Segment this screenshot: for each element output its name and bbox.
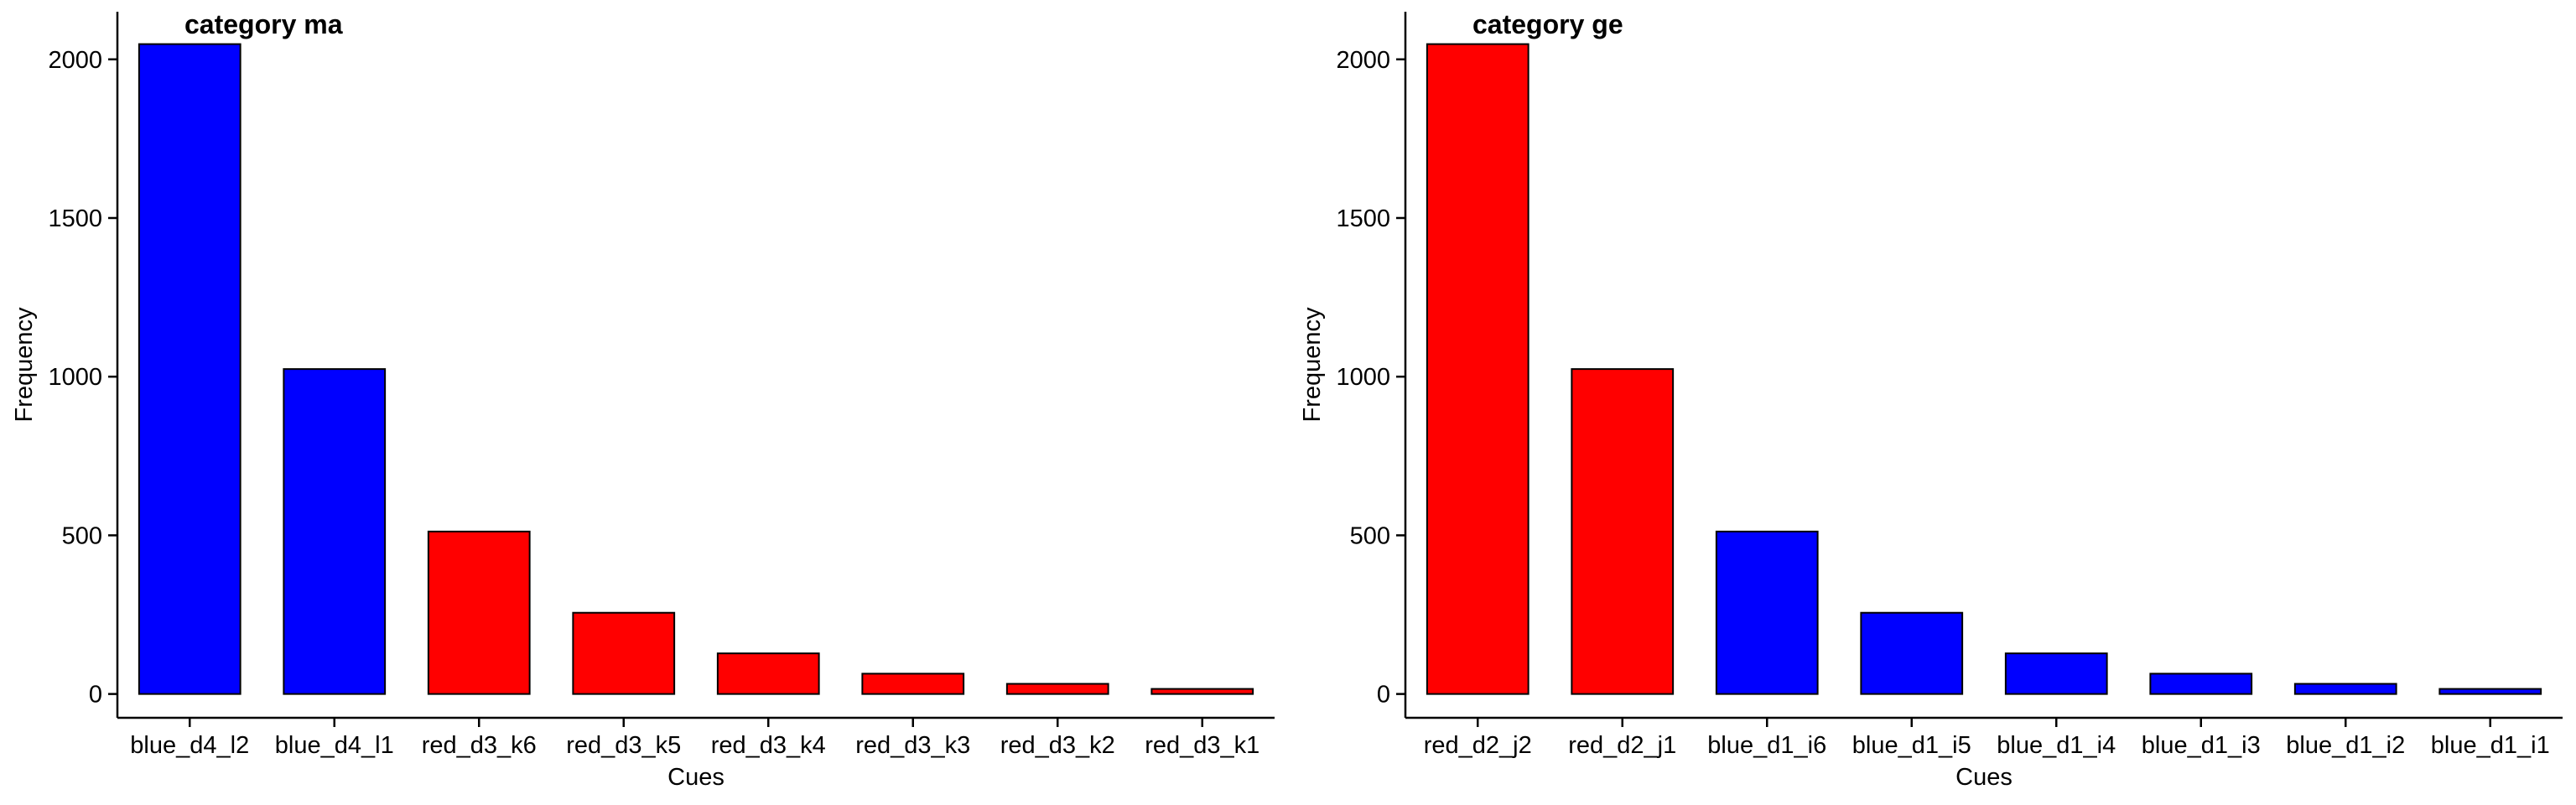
bar: [2293, 683, 2397, 695]
x-tick-label: blue_d1_i3: [2142, 732, 2261, 759]
x-tick-label: blue_d4_l1: [275, 732, 394, 759]
chart-category-ge: 0 500 1000 1500 2000 red_d2_j2 red_d2_j1 blue_d…: [1288, 0, 2576, 805]
chart-canvas: 0 500 1000 1500 2000 blue_d4_l2 blue_d4_l1 red_…: [11, 9, 1275, 791]
x-tick-label: red_d3_k3: [855, 732, 970, 759]
x-tick-label: blue_d1_i1: [2431, 732, 2550, 759]
x-tick-label: red_d2_j1: [1568, 732, 1676, 759]
bar: [2149, 673, 2253, 695]
x-tick-label: blue_d1_i5: [1852, 732, 1971, 759]
chart-title: category ge: [1472, 9, 1623, 39]
x-tick-label: red_d2_j2: [1424, 732, 1532, 759]
y-tick-label: 1000: [48, 364, 102, 391]
x-tick-label: blue_d1_i6: [1707, 732, 1826, 759]
bar: [1715, 530, 1819, 695]
x-tick-label: blue_d1_i2: [2286, 732, 2405, 759]
bar: [1860, 611, 1964, 695]
x-axis-label: Cues: [1955, 764, 2012, 791]
y-axis-label: Frequency: [1299, 307, 1326, 423]
bar: [716, 652, 820, 695]
y-tick-label: 0: [1377, 682, 1390, 709]
bar: [1426, 43, 1530, 695]
y-tick-label: 2000: [48, 47, 102, 74]
bar: [1005, 683, 1109, 695]
x-axis-label: Cues: [667, 764, 724, 791]
chart-title: category ma: [184, 9, 343, 39]
y-tick-label: 500: [62, 522, 102, 549]
y-tick-label: 0: [89, 682, 102, 709]
bar: [138, 43, 242, 695]
y-tick-label: 1500: [48, 205, 102, 232]
bar: [2004, 652, 2108, 695]
bar: [2438, 688, 2542, 695]
bar: [572, 611, 676, 695]
y-tick-label: 1500: [1336, 205, 1390, 232]
x-tick-label: blue_d1_i4: [1997, 732, 2116, 759]
bar: [1571, 368, 1675, 695]
chart-category-ma: 0 500 1000 1500 2000 blue_d4_l2 blue_d4_l1 red_…: [11, 9, 1275, 791]
bar: [1150, 688, 1254, 695]
y-tick-label: 1000: [1336, 364, 1390, 391]
x-tick-label: red_d3_k4: [711, 732, 826, 759]
y-tick-label: 500: [1350, 522, 1390, 549]
bar: [861, 673, 965, 695]
bar: [283, 368, 387, 695]
x-tick-label: blue_d4_l2: [130, 732, 249, 759]
y-axis-label: Frequency: [11, 307, 38, 423]
x-tick-label: red_d3_k1: [1145, 732, 1259, 759]
bar: [427, 530, 531, 695]
x-tick-label: red_d3_k6: [422, 732, 537, 759]
x-tick-label: red_d3_k5: [566, 732, 681, 759]
y-tick-label: 2000: [1336, 47, 1390, 74]
chart-canvas: 0 500 1000 1500 2000 red_d2_j2 red_d2_j1 blue_d…: [1299, 9, 2563, 791]
x-tick-label: red_d3_k2: [1000, 732, 1115, 759]
